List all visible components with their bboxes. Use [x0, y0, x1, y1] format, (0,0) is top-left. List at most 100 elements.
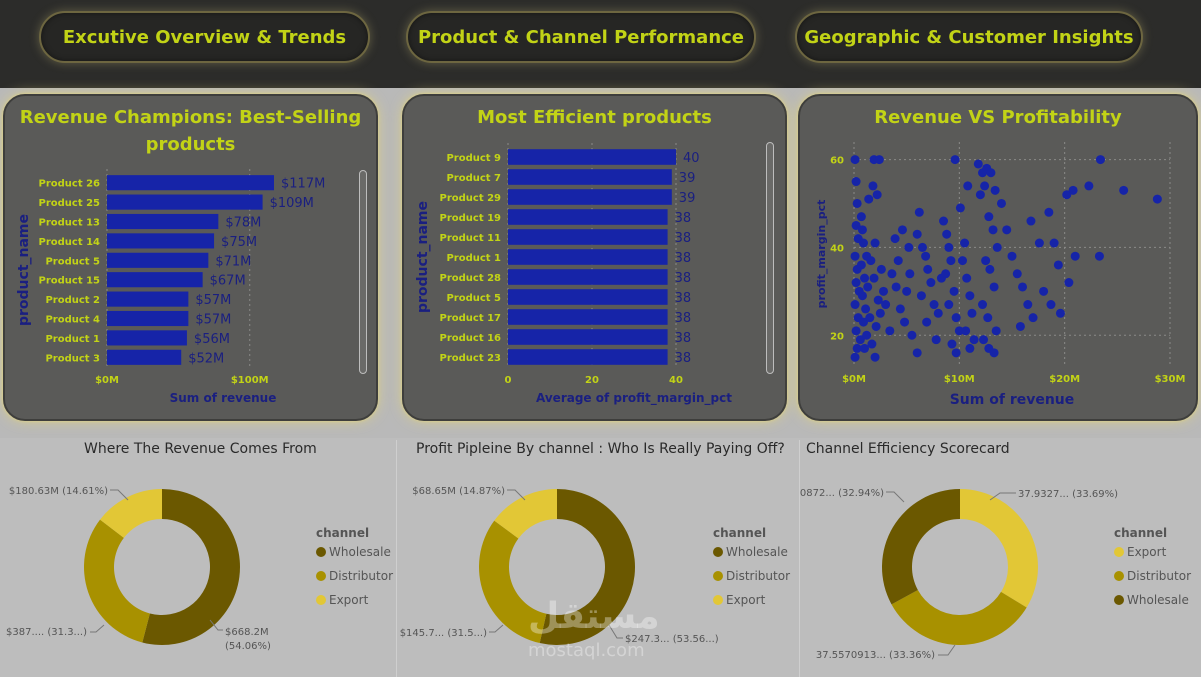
scatter-point[interactable] [872, 190, 882, 200]
scatter-point[interactable] [933, 308, 943, 318]
legend-item[interactable]: Export [329, 593, 369, 607]
scatter-point[interactable] [990, 185, 1000, 195]
scatter-point[interactable] [1094, 251, 1104, 261]
bar[interactable] [107, 310, 189, 327]
scatter-point[interactable] [988, 225, 998, 235]
scatter-point[interactable] [850, 300, 860, 310]
legend-item[interactable]: Export [726, 593, 766, 607]
donut-slice[interactable] [100, 489, 162, 538]
bar[interactable] [107, 252, 209, 268]
scatter-point[interactable] [962, 273, 972, 283]
bar[interactable] [508, 189, 672, 205]
scatter-point[interactable] [850, 155, 860, 165]
scatter-point[interactable] [979, 335, 989, 345]
scatter-point[interactable] [1084, 181, 1094, 191]
scatter-point[interactable] [863, 282, 873, 292]
scatter-point[interactable] [870, 238, 880, 248]
scatter-point[interactable] [885, 326, 895, 336]
donut-slice[interactable] [539, 489, 635, 645]
donut-slice[interactable] [960, 489, 1038, 608]
scatter-point[interactable] [874, 155, 884, 165]
scatter-point[interactable] [949, 286, 959, 296]
scatter-point[interactable] [851, 278, 861, 288]
scatter-point[interactable] [1023, 300, 1033, 310]
scatter-point[interactable] [1028, 313, 1038, 323]
scatter-point[interactable] [967, 308, 977, 318]
scatter-point[interactable] [850, 352, 860, 362]
scatter-point[interactable] [984, 212, 994, 222]
scatter-point[interactable] [865, 313, 875, 323]
donut-slice[interactable] [479, 520, 547, 644]
scatter-point[interactable] [890, 234, 900, 244]
scatter-point[interactable] [1015, 321, 1025, 331]
legend-item[interactable]: Export [1127, 545, 1167, 559]
scatter-point[interactable] [965, 343, 975, 353]
scatter-point[interactable] [902, 286, 912, 296]
scatter-point[interactable] [856, 260, 866, 270]
bar[interactable] [508, 229, 668, 245]
bar[interactable] [508, 149, 676, 165]
scatter-point[interactable] [887, 269, 897, 279]
scatter-point[interactable] [850, 251, 860, 261]
tab-geographic-customer-insights[interactable]: Geographic & Customer Insights [795, 11, 1143, 63]
scatter-point[interactable] [852, 343, 862, 353]
legend-item[interactable]: Distributor [1127, 569, 1191, 583]
scatter-point[interactable] [900, 317, 910, 327]
scatter-point[interactable] [985, 264, 995, 274]
scatter-point[interactable] [1026, 216, 1036, 226]
scatter-point[interactable] [868, 181, 878, 191]
scatter-point[interactable] [1018, 282, 1028, 292]
donut-slice[interactable] [882, 489, 960, 605]
scatter-point[interactable] [963, 181, 973, 191]
legend-item[interactable]: Wholesale [726, 545, 788, 559]
scatter-point[interactable] [916, 291, 926, 301]
scatter-point[interactable] [876, 264, 886, 274]
scatter-point[interactable] [941, 269, 951, 279]
scatter-point[interactable] [904, 242, 914, 252]
scatter-point[interactable] [944, 300, 954, 310]
scatter-point[interactable] [1046, 300, 1056, 310]
scatter-point[interactable] [912, 229, 922, 239]
scatter-point[interactable] [1055, 308, 1065, 318]
bar[interactable] [107, 194, 263, 210]
scatter-point[interactable] [858, 317, 868, 327]
scatter-point[interactable] [957, 256, 967, 266]
scatter-point[interactable] [992, 242, 1002, 252]
scatter-point[interactable] [857, 291, 867, 301]
scatter-point[interactable] [1095, 155, 1105, 165]
scatter-point[interactable] [851, 177, 861, 187]
scatter-point[interactable] [869, 273, 879, 283]
bar[interactable] [508, 309, 668, 325]
donut-slice[interactable] [891, 589, 1027, 645]
scatter-point[interactable] [912, 348, 922, 358]
scatter-point[interactable] [942, 229, 952, 239]
bar[interactable] [107, 330, 187, 346]
scatter-point[interactable] [944, 242, 954, 252]
scatter-point[interactable] [947, 339, 957, 349]
scatter-point[interactable] [978, 300, 988, 310]
scatter-point[interactable] [858, 238, 868, 248]
scatter-point[interactable] [939, 216, 949, 226]
bar[interactable] [508, 269, 668, 285]
scatter-point[interactable] [878, 286, 888, 296]
scatter-point[interactable] [897, 225, 907, 235]
scatter-point[interactable] [950, 155, 960, 165]
tab-product-channel-performance[interactable]: Product & Channel Performance [406, 11, 756, 63]
bar[interactable] [107, 272, 203, 288]
scatter-point[interactable] [1070, 251, 1080, 261]
scatter-point[interactable] [921, 251, 931, 261]
scatter-point[interactable] [951, 348, 961, 358]
scatter-point[interactable] [965, 291, 975, 301]
scatter-point[interactable] [986, 168, 996, 178]
bar[interactable] [508, 209, 668, 225]
scatter-point[interactable] [1039, 286, 1049, 296]
bar[interactable] [107, 175, 274, 191]
scatter-point[interactable] [905, 269, 915, 279]
scatter-point[interactable] [1068, 185, 1078, 195]
scatter-point[interactable] [929, 300, 939, 310]
scatter-point[interactable] [923, 264, 933, 274]
scatter-point[interactable] [983, 313, 993, 323]
scatter-point[interactable] [1002, 225, 1012, 235]
scatter-point[interactable] [1152, 194, 1162, 204]
scatter-point[interactable] [1044, 207, 1054, 217]
